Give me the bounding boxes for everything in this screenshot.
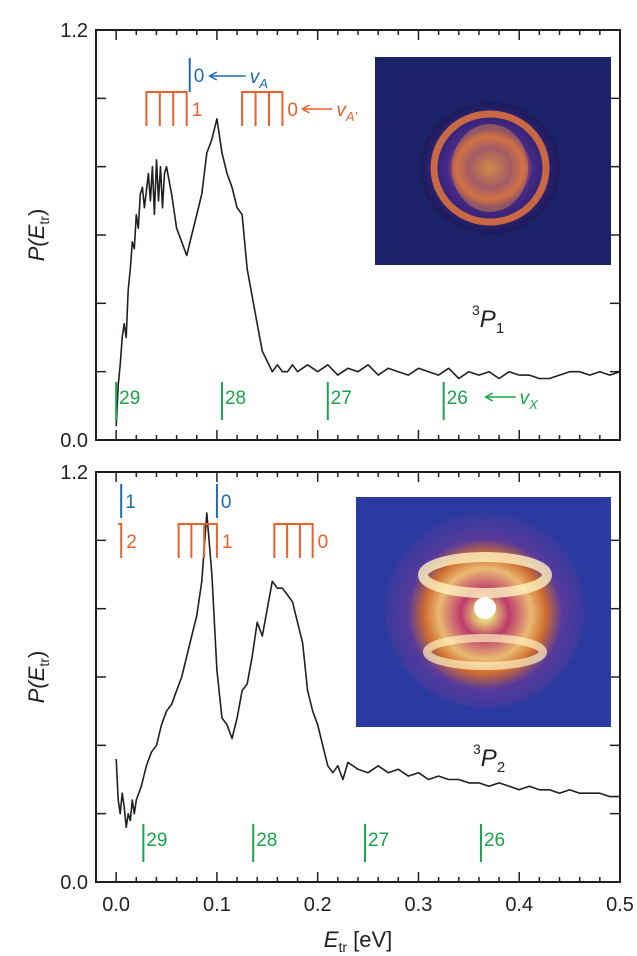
blue-arrow-head xyxy=(208,71,218,81)
x-tick-label: 0.0 xyxy=(102,894,130,916)
x-tick-label: 0.5 xyxy=(606,894,634,916)
bottom-curve-layer xyxy=(115,512,620,829)
top-y-tick-label-min: 0.0 xyxy=(60,430,88,452)
bottom-y-tick-label-min: 0.0 xyxy=(60,872,88,894)
blue-marker-label: 1 xyxy=(125,492,136,513)
green-marker-label: 27 xyxy=(368,830,389,851)
top-y-tick-label-max: 1.2 xyxy=(60,20,88,42)
green-marker-label: 26 xyxy=(447,388,468,409)
bottom-state-label: 3P2 xyxy=(473,741,505,776)
top-annotations: 0 vA 1 0 vA′ 29 28 27 26 vX xyxy=(115,58,540,420)
orange-comb-label: 2 xyxy=(126,532,137,553)
green-arrow-label: vX xyxy=(520,388,540,412)
bottom-annotations: 1 0 2 1 0 29 28 27 26 xyxy=(118,484,505,862)
top-curve-layer xyxy=(115,118,621,427)
x-tick-label: 0.4 xyxy=(505,894,533,916)
bottom-inset-lower-arc xyxy=(423,634,547,670)
green-arrow-head xyxy=(484,392,494,402)
bottom-series-line xyxy=(115,512,620,829)
top-state-label: 3P1 xyxy=(472,302,504,337)
orange-comb xyxy=(145,91,188,126)
bottom-inset-center-spot xyxy=(474,597,496,619)
green-marker-label: 28 xyxy=(225,388,246,409)
bottom-inset-upper-arc xyxy=(418,552,552,598)
green-marker-label: 26 xyxy=(484,830,505,851)
x-tick-labels: 0.0 0.1 0.2 0.3 0.4 0.5 xyxy=(102,894,634,916)
bottom-x-ticks xyxy=(115,472,621,882)
top-inset-inner-core xyxy=(452,124,528,212)
orange-comb-label: 1 xyxy=(222,532,233,553)
x-tick-label: 0.2 xyxy=(304,894,332,916)
x-axis-label: Etr [eV] xyxy=(324,927,393,955)
blue-arrow-label: vA xyxy=(250,67,268,91)
bottom-panel: 1.2 0.0 P(Etr) 3P2 1 0 2 1 0 29 28 27 26 xyxy=(24,462,621,894)
top-inset-image xyxy=(375,57,611,265)
orange-comb xyxy=(118,523,123,558)
orange-arrow-head xyxy=(300,104,310,114)
orange-comb xyxy=(241,91,284,126)
bottom-y-ticks xyxy=(96,471,620,883)
bottom-inset-image xyxy=(356,497,611,727)
top-y-ticks xyxy=(96,29,620,441)
orange-comb xyxy=(273,523,314,558)
orange-comb-label: 0 xyxy=(287,100,298,121)
blue-marker-label: 0 xyxy=(194,66,205,87)
green-marker-label: 28 xyxy=(256,830,277,851)
orange-arrow-label: vA′ xyxy=(336,100,357,124)
green-marker-label: 27 xyxy=(331,388,352,409)
green-marker-label: 29 xyxy=(146,830,167,851)
top-series-line xyxy=(115,118,621,427)
orange-comb-label: 1 xyxy=(192,100,203,121)
top-panel: 1.2 0.0 P(Etr) 3P1 0 vA 1 0 vA′ 29 28 27 26 vX xyxy=(24,20,621,452)
x-tick-label: 0.1 xyxy=(203,894,231,916)
top-inset-ring-band xyxy=(430,110,550,226)
blue-marker-label: 0 xyxy=(221,492,232,513)
orange-comb-label: 0 xyxy=(318,532,329,553)
orange-comb xyxy=(177,523,218,558)
x-tick-label: 0.3 xyxy=(405,894,433,916)
bottom-y-tick-label-max: 1.2 xyxy=(60,462,88,484)
bottom-y-axis-label: P(Etr) xyxy=(24,651,52,704)
top-y-axis-label: P(Etr) xyxy=(24,209,52,262)
top-x-ticks xyxy=(115,30,621,440)
green-marker-label: 29 xyxy=(119,388,140,409)
